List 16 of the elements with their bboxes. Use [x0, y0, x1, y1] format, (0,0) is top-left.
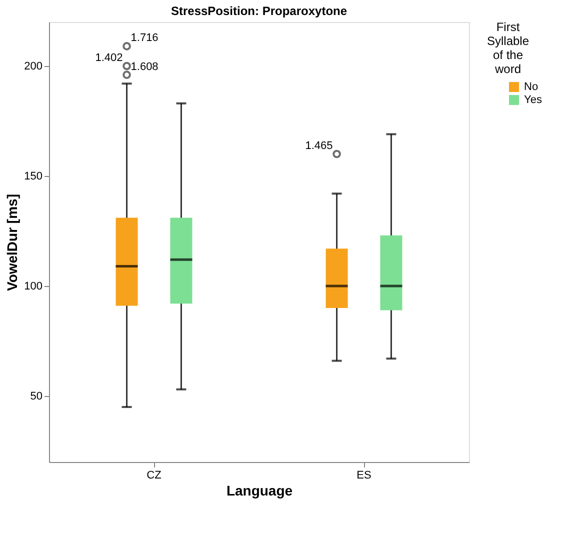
x-axis-title: Language [226, 482, 293, 498]
x-tick-label: ES [356, 470, 372, 482]
annotation: 1.402 [95, 52, 123, 64]
legend-label: Yes [524, 94, 542, 106]
y-tick-label: 100 [24, 280, 42, 292]
y-tick-label: 150 [24, 170, 42, 182]
annotation: 1.716 [130, 32, 158, 44]
x-tick-label: CZ [146, 470, 162, 482]
y-axis-title: VowelDur [ms] [4, 194, 20, 291]
chart-title: StressPosition: Proparoxytone [170, 4, 348, 18]
legend-title: First Syllable of the word [486, 20, 530, 76]
y-tick-label: 200 [24, 60, 42, 72]
annotation: 1.608 [130, 60, 158, 73]
legend-label: No [524, 81, 538, 93]
y-tick-label: 50 [30, 390, 42, 402]
annotation: 1.465 [305, 140, 333, 152]
